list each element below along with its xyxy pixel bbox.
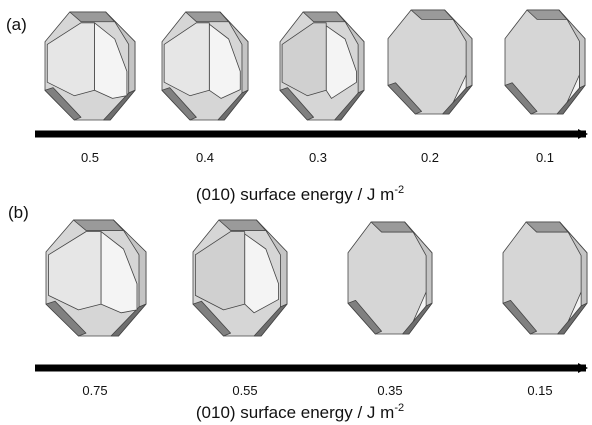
tick-label: 0.15 <box>527 383 552 398</box>
panel-label: (a) <box>6 15 27 34</box>
axis-label-superscript: -2 <box>394 184 404 196</box>
tick-label: 0.75 <box>82 383 107 398</box>
axis-label: (010) surface energy / J m-2 <box>196 402 404 422</box>
axis-label-text: (010) surface energy / J m <box>196 403 394 422</box>
tick-label: 0.35 <box>377 383 402 398</box>
axis-label-text: (010) surface energy / J m <box>196 185 394 204</box>
tick-label: 0.3 <box>309 150 327 165</box>
tick-label: 0.5 <box>81 150 99 165</box>
tick-label: 0.2 <box>421 150 439 165</box>
crystals <box>45 10 587 336</box>
tick-label: 0.1 <box>536 150 554 165</box>
axis-label-superscript: -2 <box>394 402 404 414</box>
axis-label: (010) surface energy / J m-2 <box>196 184 404 204</box>
tick-label: 0.55 <box>232 383 257 398</box>
tick-label: 0.4 <box>196 150 214 165</box>
figure: (a) (b) (010) surface energy / J m-2 (01… <box>0 0 592 425</box>
panel-label: (b) <box>8 203 29 222</box>
